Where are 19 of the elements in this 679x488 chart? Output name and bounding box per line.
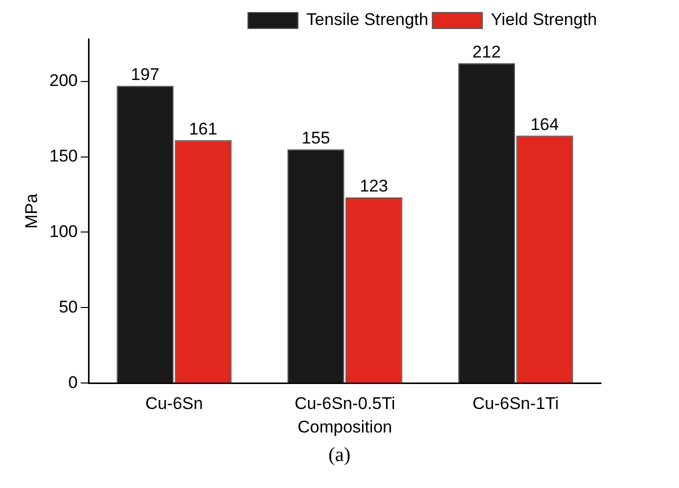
x-tick-label: Cu-6Sn xyxy=(145,394,203,414)
x-tick-label: Cu-6Sn-0.5Ti xyxy=(294,394,396,414)
data-label: 155 xyxy=(302,128,330,148)
y-tick-label: 200 xyxy=(49,70,78,90)
x-axis-title: Composition xyxy=(298,417,392,436)
data-label: 212 xyxy=(472,42,501,62)
y-tick-label: 150 xyxy=(49,146,78,166)
data-label: 197 xyxy=(130,64,160,84)
y-axis-title: MPa xyxy=(22,193,41,229)
data-label: 123 xyxy=(360,176,388,196)
y-tick-label: 50 xyxy=(58,297,78,316)
data-label: 161 xyxy=(188,119,218,138)
data-label: 164 xyxy=(530,114,559,134)
x-tick-label: Cu-6Sn-1Ti xyxy=(472,394,559,414)
legend-label: Yield Strength xyxy=(490,10,598,30)
legend-label: Tensile Strength xyxy=(306,10,428,30)
y-tick-label: 100 xyxy=(49,222,78,241)
text: (a) xyxy=(327,444,352,467)
y-tick-label: 0 xyxy=(68,372,78,392)
